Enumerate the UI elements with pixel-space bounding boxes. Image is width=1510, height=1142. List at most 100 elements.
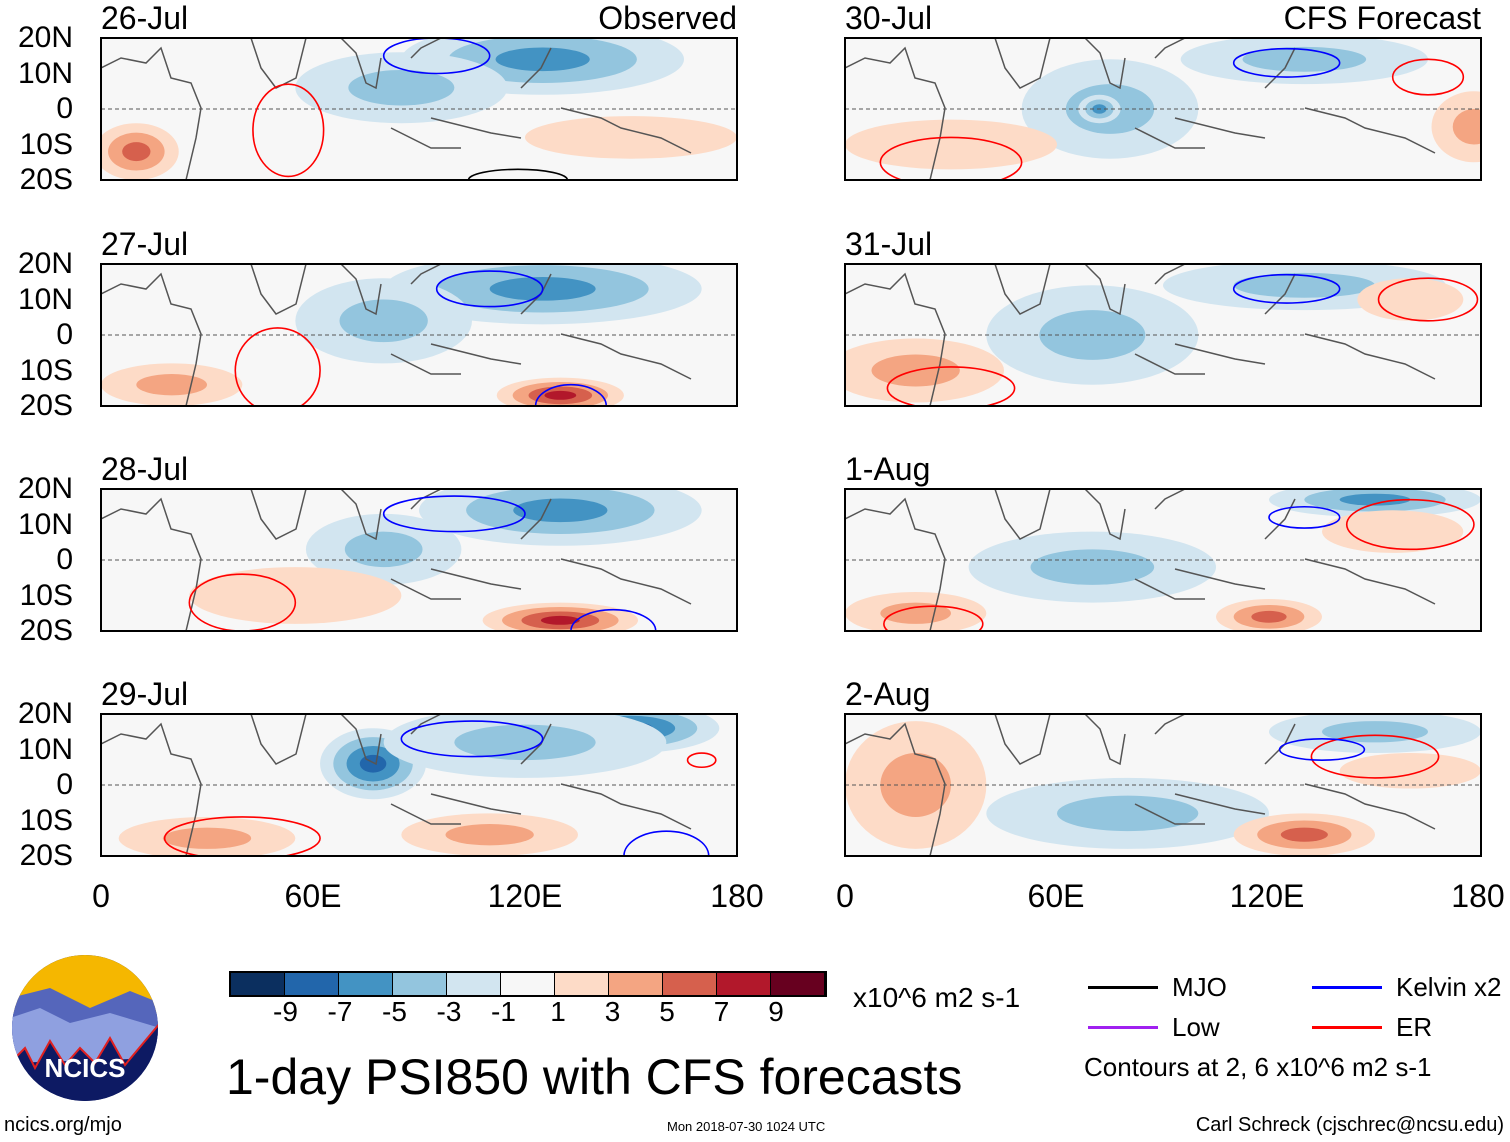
kelvin-contour <box>435 270 544 308</box>
panel-frame <box>100 37 738 181</box>
colorbar-swatch <box>501 973 555 995</box>
kelvin-contour <box>623 830 710 856</box>
map-panel: 29-Jul <box>100 676 738 857</box>
lon-label: 60E <box>284 878 342 914</box>
legend-label: ER <box>1396 1012 1433 1042</box>
lat-label: 0 <box>56 92 73 125</box>
anomaly-region <box>1030 549 1155 585</box>
anomaly-region <box>454 724 596 761</box>
colorbar-label: 9 <box>768 996 784 1027</box>
panel-frame <box>844 263 1482 407</box>
mjo-contour <box>467 168 569 180</box>
colorbar-units: x10^6 m2 s-1 <box>853 982 1021 1013</box>
lat-label: 0 <box>56 543 73 576</box>
legend-mjo: MJO <box>1088 972 1227 1003</box>
er-contour <box>234 327 321 406</box>
legend-kelvin: Kelvin x2 <box>1312 972 1502 1003</box>
lat-label: 10S <box>19 803 73 837</box>
colorbar-swatch <box>393 973 447 995</box>
er-contour <box>883 605 984 631</box>
lat-label: 20N <box>17 472 73 505</box>
lat-label: 20N <box>17 697 73 730</box>
footer-author: Carl Schreck (cjschrec@ncsu.edu) <box>1195 1114 1504 1136</box>
lon-label: 60E <box>1027 878 1085 914</box>
anomaly-region <box>1233 272 1375 298</box>
colorbar-swatch <box>231 973 285 995</box>
lat-label: 20S <box>19 163 73 196</box>
coastline <box>101 38 692 180</box>
lat-label: 10N <box>17 282 73 316</box>
anomaly-region <box>1322 510 1464 553</box>
colorbar-swatch <box>447 973 501 995</box>
anomaly-region <box>445 824 534 846</box>
lat-label: 20S <box>19 389 73 422</box>
anomaly-region <box>1251 610 1287 623</box>
anomaly-region <box>513 498 608 523</box>
lon-label: 0 <box>836 878 854 914</box>
footer-url: ncics.org/mjo <box>4 1114 122 1136</box>
anomaly-region <box>495 47 590 72</box>
colorbar-swatch <box>339 973 393 995</box>
anomaly-region <box>136 374 207 396</box>
kelvin-contour <box>1232 47 1341 78</box>
colorbar-label: 5 <box>659 996 675 1027</box>
panel-frame <box>100 713 738 857</box>
anomaly-region <box>348 69 455 106</box>
kelvin-contour <box>1232 273 1341 304</box>
map-panel: 27-Jul <box>100 226 738 407</box>
anomaly-region <box>359 754 387 773</box>
lat-label: 20S <box>19 839 73 872</box>
panel-header: CFS Forecast <box>1283 0 1481 36</box>
lat-label: 20N <box>17 21 73 54</box>
anomaly-region <box>845 119 1057 170</box>
panel-frame <box>844 37 1482 181</box>
kelvin-contour <box>382 495 526 533</box>
lat-label: 0 <box>56 768 73 801</box>
kelvin-contour <box>1268 505 1341 529</box>
panel-date: 28-Jul <box>101 451 189 487</box>
panel-frame <box>844 488 1482 632</box>
lat-label: 10N <box>17 507 73 541</box>
panel-date: 30-Jul <box>845 0 933 36</box>
panel-date: 27-Jul <box>101 226 189 262</box>
colorbar <box>229 971 827 997</box>
lon-label: 120E <box>1229 878 1305 914</box>
coastline <box>845 264 1436 406</box>
contour-note: Contours at 2, 6 x10^6 m2 s-1 <box>1084 1052 1432 1082</box>
map-panel: 1-Aug <box>844 451 1482 632</box>
colorbar-label: 7 <box>713 996 730 1027</box>
map-panel: 30-Jul CFS Forecast <box>844 0 1482 181</box>
lat-label: 10N <box>17 56 73 90</box>
kelvin-contour <box>382 38 491 75</box>
anomaly-region <box>525 116 737 159</box>
anomaly-region <box>544 390 577 400</box>
colorbar-label: -7 <box>327 996 353 1027</box>
lat-label: 10S <box>19 353 73 387</box>
anomaly-region <box>540 615 580 625</box>
er-contour <box>1310 734 1440 779</box>
er-contour <box>1391 58 1465 96</box>
map-panel: 31-Jul <box>844 226 1482 407</box>
panel-date: 31-Jul <box>845 226 933 262</box>
footer-timestamp: Mon 2018-07-30 1024 UTC <box>667 1119 826 1134</box>
lon-label: 0 <box>92 878 110 914</box>
anomaly-region <box>1357 278 1464 321</box>
legend-er: ER <box>1312 1012 1432 1043</box>
coastline <box>101 714 692 856</box>
panel-frame <box>844 713 1482 857</box>
colorbar-swatch <box>663 973 717 995</box>
lat-label: 0 <box>56 318 73 351</box>
panel-frame <box>100 263 738 407</box>
anomaly-region <box>1280 827 1328 842</box>
panel-frame <box>100 488 738 632</box>
panel-date: 26-Jul <box>101 0 189 36</box>
anomaly-region <box>1339 753 1481 789</box>
colorbar-label: -5 <box>382 996 407 1027</box>
panel-date: 1-Aug <box>845 451 931 487</box>
anomaly-region <box>1242 46 1367 72</box>
anomaly-region <box>1339 493 1411 506</box>
colorbar-label: 1 <box>550 996 566 1027</box>
colorbar-swatch <box>717 973 771 995</box>
lat-label: 10N <box>17 732 73 766</box>
legend-low: Low <box>1088 1012 1220 1043</box>
